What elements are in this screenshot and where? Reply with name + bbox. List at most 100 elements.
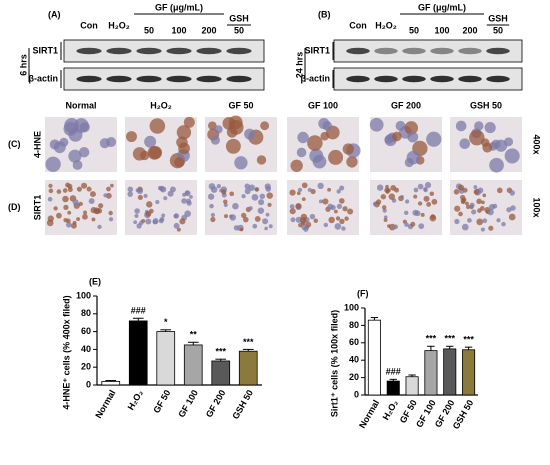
cell bbox=[506, 207, 512, 213]
cell bbox=[147, 146, 162, 160]
cell bbox=[385, 184, 389, 189]
cell bbox=[413, 187, 419, 193]
cell bbox=[259, 193, 266, 200]
cell bbox=[173, 222, 180, 229]
y-tick-label: 40 bbox=[81, 344, 91, 354]
cell bbox=[465, 201, 469, 206]
cell bbox=[328, 149, 344, 165]
x-tick-label: GSH 50 bbox=[230, 388, 255, 421]
x-tick-label: H₂O₂ bbox=[126, 388, 145, 412]
cell bbox=[296, 147, 307, 158]
cell bbox=[207, 193, 215, 200]
cell bbox=[459, 138, 471, 150]
magnification-label: 400x bbox=[532, 134, 542, 154]
cell bbox=[146, 201, 153, 208]
bar bbox=[405, 376, 419, 396]
cell bbox=[489, 157, 504, 173]
cell bbox=[268, 224, 273, 229]
cell bbox=[209, 203, 214, 209]
cell bbox=[376, 184, 384, 191]
cell bbox=[417, 201, 423, 206]
y-tick-label: 20 bbox=[81, 362, 91, 372]
cell bbox=[508, 213, 516, 221]
cell bbox=[99, 138, 110, 149]
cell bbox=[382, 208, 387, 213]
cell bbox=[45, 156, 61, 172]
cell bbox=[496, 218, 501, 223]
y-tick-label: 0 bbox=[86, 379, 91, 389]
panel-label: (B) bbox=[318, 9, 331, 19]
cell bbox=[135, 188, 140, 193]
column-label: H₂O₂ bbox=[150, 100, 172, 110]
cell bbox=[76, 217, 81, 221]
cell bbox=[296, 191, 301, 196]
cell bbox=[387, 224, 391, 228]
cell bbox=[256, 155, 267, 165]
cell bbox=[297, 131, 309, 144]
cell bbox=[327, 203, 334, 210]
cell bbox=[149, 118, 166, 134]
significance-label: ** bbox=[190, 330, 198, 340]
cell bbox=[260, 121, 270, 131]
cell bbox=[338, 198, 345, 204]
cell bbox=[91, 217, 96, 222]
cell bbox=[65, 221, 72, 228]
column-label: GSH 50 bbox=[470, 100, 502, 110]
lane-label: 50 bbox=[409, 25, 419, 35]
x-tick-label: Normal bbox=[357, 398, 381, 430]
blot-band bbox=[106, 47, 132, 55]
x-tick-label: GF 50 bbox=[151, 388, 172, 415]
cell bbox=[90, 207, 97, 214]
cell bbox=[137, 194, 143, 200]
cell bbox=[257, 207, 265, 215]
blot-band bbox=[346, 47, 370, 55]
blot-strip bbox=[63, 39, 265, 63]
y-tick-label: 100 bbox=[344, 302, 359, 312]
cell bbox=[300, 213, 308, 221]
cell bbox=[480, 227, 485, 232]
blot-band bbox=[136, 75, 162, 83]
cell bbox=[110, 183, 114, 188]
cell bbox=[258, 199, 265, 206]
y-tick-label: 0 bbox=[354, 389, 359, 399]
cell bbox=[47, 215, 54, 222]
cell bbox=[144, 135, 157, 148]
cell bbox=[476, 198, 482, 205]
blot-band bbox=[166, 75, 192, 83]
cell bbox=[59, 137, 69, 147]
significance-label: *** bbox=[426, 334, 437, 344]
significance-label: *** bbox=[243, 337, 254, 347]
cell bbox=[158, 218, 164, 224]
lane-label: 100 bbox=[171, 25, 186, 35]
cell bbox=[210, 212, 216, 218]
cell bbox=[347, 208, 354, 215]
cell bbox=[482, 193, 487, 198]
cell bbox=[189, 195, 193, 199]
lane-label: 100 bbox=[434, 25, 449, 35]
y-tick-label: 40 bbox=[349, 355, 359, 365]
cell bbox=[393, 224, 399, 230]
cell bbox=[301, 182, 308, 189]
blot-row-label: SIRT1 bbox=[304, 45, 330, 55]
cell bbox=[265, 212, 270, 217]
cell bbox=[233, 225, 240, 231]
cell bbox=[248, 206, 253, 211]
cell bbox=[184, 210, 192, 218]
cell bbox=[48, 188, 54, 194]
cell bbox=[98, 203, 104, 209]
cell bbox=[68, 149, 82, 163]
cell bbox=[225, 138, 241, 154]
panel-label: (A) bbox=[48, 9, 61, 19]
cell bbox=[244, 188, 251, 195]
cell bbox=[484, 121, 496, 134]
cell bbox=[496, 187, 503, 194]
bar bbox=[211, 360, 231, 386]
control-label: GSH bbox=[488, 13, 508, 23]
significance-label: *** bbox=[444, 334, 455, 344]
y-tick-label: 80 bbox=[349, 320, 359, 330]
cell bbox=[454, 218, 460, 225]
cell bbox=[339, 218, 345, 225]
cell bbox=[394, 187, 400, 193]
cell bbox=[244, 128, 256, 140]
